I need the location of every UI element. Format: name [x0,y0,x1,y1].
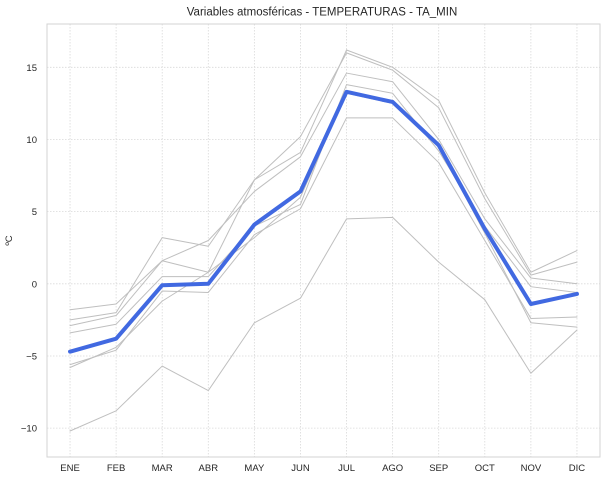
y-tick-label: 15 [26,63,37,74]
highlight-series-line [68,89,579,354]
series-line-3 [69,72,578,327]
y-axis-label: ºC [4,235,15,245]
y-tick-label: 10 [26,135,37,146]
x-tick-label-oct: OCT [475,463,495,474]
series-line-4 [69,84,578,334]
x-tick-label-jul: JUL [338,463,355,474]
x-tick-label-mar: MAR [152,463,173,474]
grid-layer [47,24,600,457]
x-tick-label-nov: NOV [521,463,542,474]
y-tick-label: −10 [21,424,37,435]
x-tick-label-feb: FEB [107,463,125,474]
plot-frame [46,23,601,458]
x-tick-label-abr: ABR [199,463,219,474]
y-tick-label: 5 [32,207,37,218]
x-tick-labels: ENE FEB MAR ABR MAY JUN JUL AGO SEP OCT NOV DIC [60,463,585,474]
x-tick-label-dic: DIC [569,463,586,474]
y-tick-label: 0 [32,279,37,290]
series-line-2 [69,52,578,321]
chart-title: Variables atmosféricas - TEMPERATURAS - … [187,7,458,19]
background-series-layer [69,49,578,432]
series-line-7 [69,216,578,432]
series-line-1 [69,49,578,311]
x-tick-label-jun: JUN [291,463,310,474]
x-tick-label-ago: AGO [382,463,403,474]
x-tick-label-ene: ENE [60,463,80,474]
y-tick-labels: −10 −5 0 5 10 15 [21,63,37,435]
highlight-series-layer [68,89,579,354]
x-tick-label-may: MAY [244,463,265,474]
series-line-5 [69,117,578,366]
y-tick-label: −5 [26,351,37,362]
x-tick-label-sep: SEP [429,463,448,474]
